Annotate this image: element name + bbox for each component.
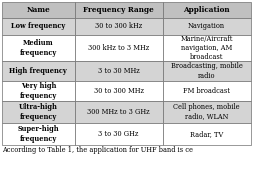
Bar bbox=[2, 18, 75, 35]
Bar bbox=[2, 61, 75, 81]
Text: Frequency Range: Frequency Range bbox=[83, 6, 154, 14]
Bar bbox=[75, 35, 163, 61]
Text: 300 MHz to 3 GHz: 300 MHz to 3 GHz bbox=[87, 108, 150, 116]
Text: Broadcasting, mobile
radio: Broadcasting, mobile radio bbox=[171, 62, 243, 80]
Text: Cell phones, mobile
radio, WLAN: Cell phones, mobile radio, WLAN bbox=[173, 103, 240, 121]
Bar bbox=[163, 81, 251, 101]
Text: Very high
frequency: Very high frequency bbox=[20, 82, 57, 100]
Bar bbox=[163, 18, 251, 35]
Bar bbox=[2, 123, 75, 145]
Bar bbox=[163, 123, 251, 145]
Bar bbox=[2, 2, 75, 18]
Bar bbox=[75, 2, 163, 18]
Text: 3 to 30 MHz: 3 to 30 MHz bbox=[98, 67, 140, 75]
Bar bbox=[75, 61, 163, 81]
Text: 300 kHz to 3 MHz: 300 kHz to 3 MHz bbox=[88, 44, 149, 52]
Text: FM broadcast: FM broadcast bbox=[183, 87, 230, 95]
Text: Name: Name bbox=[26, 6, 50, 14]
Text: High frequency: High frequency bbox=[10, 67, 67, 75]
Text: Application: Application bbox=[183, 6, 230, 14]
Bar bbox=[2, 35, 75, 61]
Text: Medium
frequency: Medium frequency bbox=[20, 39, 57, 57]
Bar bbox=[75, 18, 163, 35]
Text: 3 to 30 GHz: 3 to 30 GHz bbox=[98, 130, 139, 138]
Text: Radar, TV: Radar, TV bbox=[190, 130, 223, 138]
Text: Ultra-high
frequency: Ultra-high frequency bbox=[19, 103, 58, 121]
Text: According to Table 1, the application for UHF band is ce: According to Table 1, the application fo… bbox=[2, 146, 193, 154]
Text: Super-high
frequency: Super-high frequency bbox=[18, 125, 59, 143]
Bar bbox=[2, 101, 75, 123]
Text: Low frequency: Low frequency bbox=[11, 23, 66, 30]
Bar bbox=[163, 2, 251, 18]
Bar bbox=[163, 101, 251, 123]
Bar bbox=[75, 81, 163, 101]
Bar bbox=[163, 35, 251, 61]
Text: Navigation: Navigation bbox=[188, 23, 225, 30]
Bar bbox=[2, 81, 75, 101]
Bar bbox=[163, 61, 251, 81]
Text: 30 to 300 kHz: 30 to 300 kHz bbox=[95, 23, 142, 30]
Bar bbox=[75, 101, 163, 123]
Text: Marine/Aircraft
navigation, AM
broadcast: Marine/Aircraft navigation, AM broadcast bbox=[180, 35, 233, 61]
Bar bbox=[75, 123, 163, 145]
Text: 30 to 300 MHz: 30 to 300 MHz bbox=[94, 87, 144, 95]
